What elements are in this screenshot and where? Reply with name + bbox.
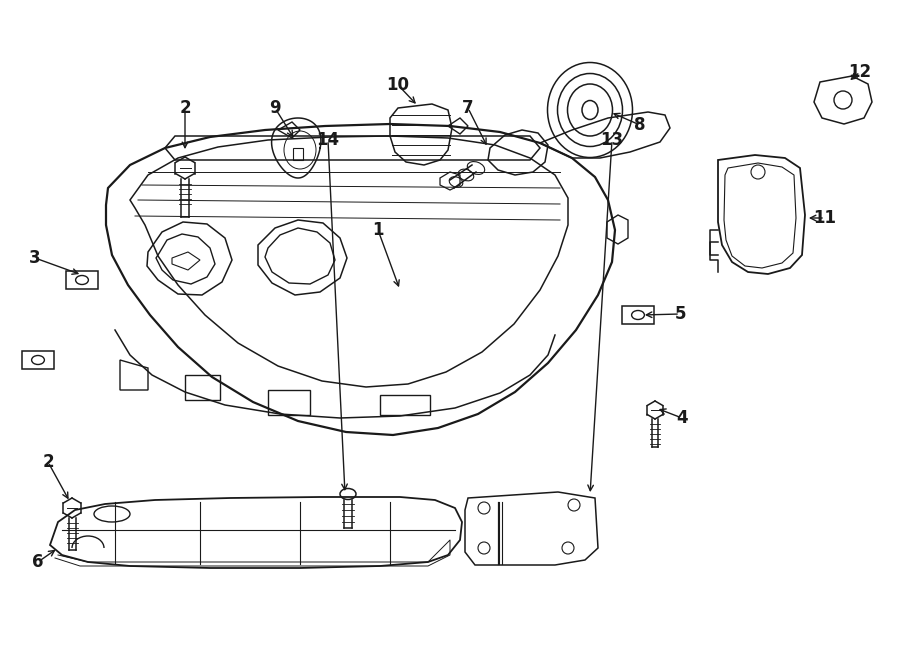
Text: 2: 2 xyxy=(179,99,191,117)
Text: 11: 11 xyxy=(814,209,836,227)
Text: 10: 10 xyxy=(386,76,410,94)
Text: 1: 1 xyxy=(373,221,383,239)
Text: 13: 13 xyxy=(600,131,624,149)
Text: 6: 6 xyxy=(32,553,44,571)
Text: 7: 7 xyxy=(463,99,473,117)
Text: 9: 9 xyxy=(269,99,281,117)
Text: 5: 5 xyxy=(674,305,686,323)
Text: 4: 4 xyxy=(676,409,688,427)
Text: 12: 12 xyxy=(849,63,871,81)
Text: 2: 2 xyxy=(42,453,54,471)
Text: 3: 3 xyxy=(29,249,40,267)
Text: 14: 14 xyxy=(317,131,339,149)
Text: 8: 8 xyxy=(634,116,646,134)
